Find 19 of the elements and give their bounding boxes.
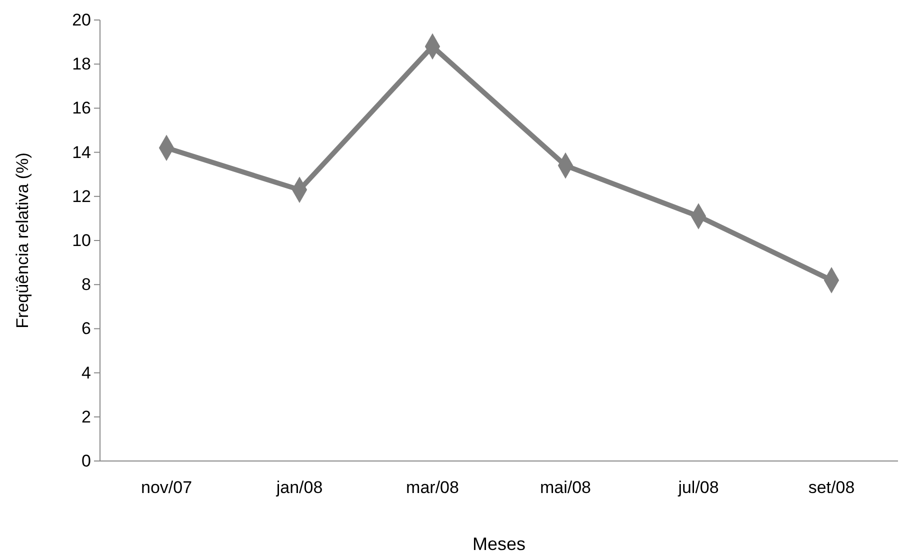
- y-tick-label: 18: [72, 54, 91, 74]
- y-tick-label: 6: [82, 319, 91, 338]
- x-tick-label: mar/08: [406, 478, 459, 498]
- x-tick-label: nov/07: [140, 478, 192, 498]
- x-axis-title: Meses: [472, 534, 526, 554]
- x-tick-label: mai/08: [540, 478, 592, 498]
- y-tick-label: 8: [82, 275, 91, 294]
- x-tick-label: jul/08: [677, 478, 719, 498]
- y-tick-label: 16: [72, 98, 91, 118]
- y-tick-label: 10: [72, 230, 91, 250]
- y-tick-label: 0: [82, 451, 91, 470]
- y-tick-label: 20: [72, 10, 91, 30]
- y-tick-label: 2: [82, 407, 91, 426]
- y-tick-label: 4: [82, 363, 91, 382]
- y-tick-label: 14: [72, 142, 91, 162]
- x-tick-label: set/08: [808, 478, 855, 498]
- y-tick-label: 12: [72, 186, 91, 206]
- y-axis-title: Freqüência relativa (%): [13, 152, 32, 328]
- x-tick-label: jan/08: [275, 478, 323, 498]
